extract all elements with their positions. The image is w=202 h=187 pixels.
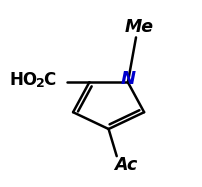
Text: C: C (43, 71, 55, 89)
Text: Me: Me (124, 18, 153, 36)
Text: Ac: Ac (114, 156, 137, 174)
Text: HO: HO (9, 71, 37, 89)
Text: 2: 2 (36, 77, 45, 90)
Text: N: N (120, 70, 135, 88)
